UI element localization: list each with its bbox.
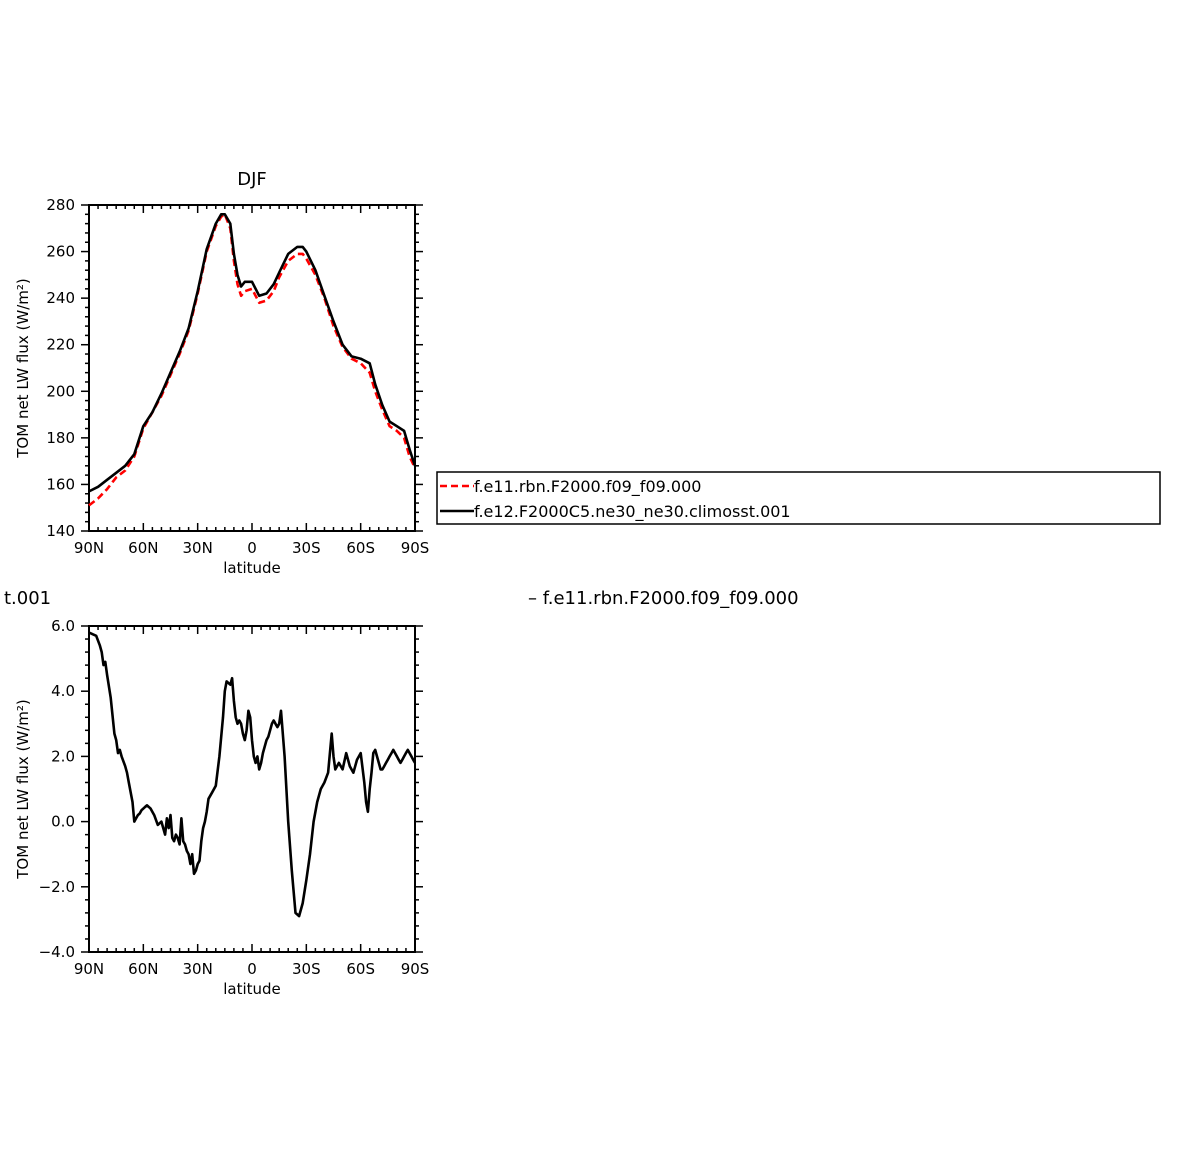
x-axis-label: latitude xyxy=(223,980,281,998)
x-tick-label: 60S xyxy=(346,960,375,978)
y-tick-label: 4.0 xyxy=(51,682,75,700)
y-tick-label: 180 xyxy=(46,429,75,447)
y-tick-label: 260 xyxy=(46,243,75,261)
series-line-0 xyxy=(88,631,417,918)
y-tick-label: 2.0 xyxy=(51,747,75,765)
series-line-1 xyxy=(88,213,417,493)
x-tick-label: 30S xyxy=(292,960,321,978)
x-tick-label: 0 xyxy=(247,539,257,557)
y-tick-label: 280 xyxy=(46,196,75,214)
y-tick-label: −4.0 xyxy=(39,943,75,961)
y-tick-label: 240 xyxy=(46,289,75,307)
x-tick-label: 90S xyxy=(401,539,430,557)
x-tick-label: 30N xyxy=(183,960,213,978)
legend: f.e11.rbn.F2000.f09_f09.000 f.e12.F2000C… xyxy=(436,471,1161,525)
x-tick-label: 30S xyxy=(292,539,321,557)
y-tick-label: 200 xyxy=(46,382,75,400)
y-tick-label: 140 xyxy=(46,522,75,540)
y-tick-label: 0.0 xyxy=(51,813,75,831)
diff-title-right: – f.e11.rbn.F2000.f09_f09.000 xyxy=(528,588,799,609)
y-axis-label: TOM net LW flux (W/m²) xyxy=(14,278,32,458)
y-tick-label: 6.0 xyxy=(51,617,75,635)
x-axis-label: latitude xyxy=(223,559,281,577)
chart-title: DJF xyxy=(237,169,267,190)
x-tick-label: 0 xyxy=(247,960,257,978)
x-tick-label: 60S xyxy=(346,539,375,557)
y-tick-label: 160 xyxy=(46,475,75,493)
x-tick-label: 90N xyxy=(74,960,104,978)
y-axis-label: TOM net LW flux (W/m²) xyxy=(14,699,32,879)
x-tick-label: 60N xyxy=(128,539,158,557)
x-tick-label: 90S xyxy=(401,960,430,978)
top-line-chart: 90N 60N 30N 0 30S 60S 90S 140 160 180 200 220 240 260… xyxy=(14,169,429,577)
diff-title-left-fragment: t.001 xyxy=(4,588,51,609)
legend-box xyxy=(436,471,1161,525)
legend-label-1: f.e12.F2000C5.ne30_ne30.climosst.001 xyxy=(474,502,791,522)
x-tick-label: 60N xyxy=(128,960,158,978)
y-tick-label: 220 xyxy=(46,336,75,354)
difference-line-chart: 90N 60N 30N 0 30S 60S 90S −4.0 −2.0 0.0 2.0 4.0 6.0 l… xyxy=(14,617,429,998)
legend-label-0: f.e11.rbn.F2000.f09_f09.000 xyxy=(474,477,701,497)
series-line-0 xyxy=(88,213,417,507)
x-tick-label: 90N xyxy=(74,539,104,557)
x-tick-label: 30N xyxy=(183,539,213,557)
y-tick-label: −2.0 xyxy=(39,878,75,896)
